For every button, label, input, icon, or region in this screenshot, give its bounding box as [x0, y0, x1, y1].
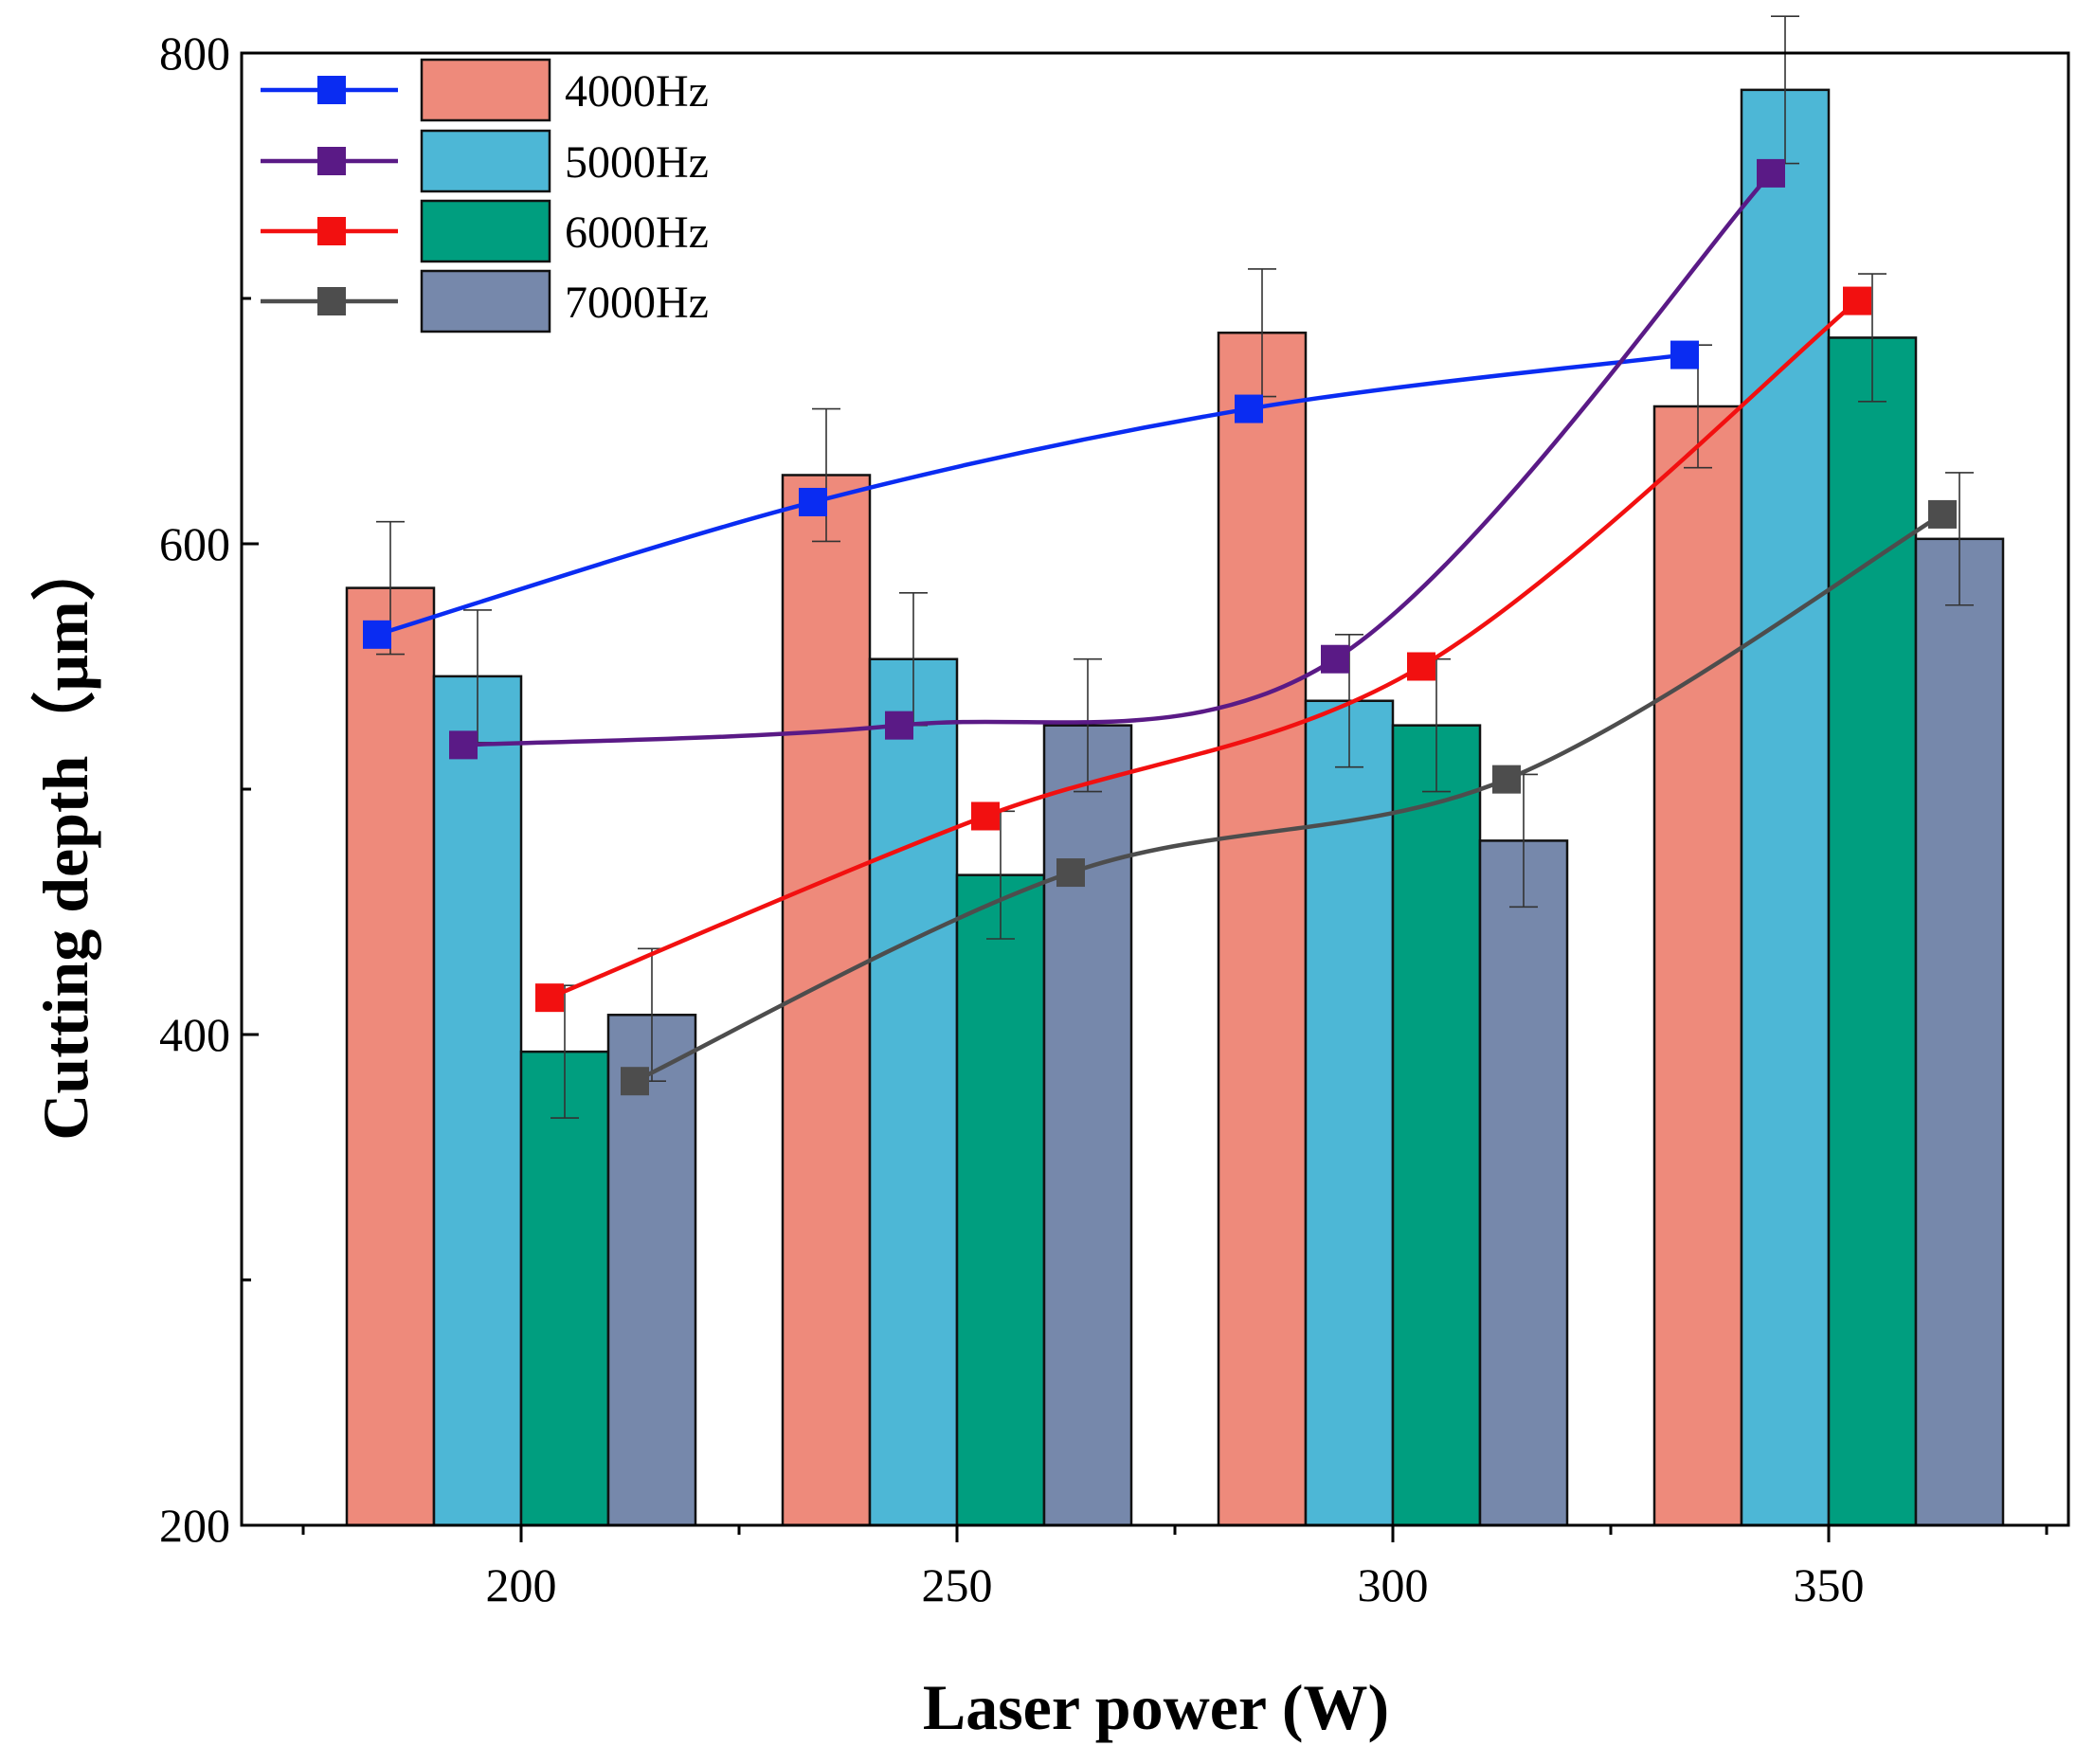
- y-tick-label-800: 800: [159, 27, 230, 80]
- legend-label-7000Hz: 7000Hz: [565, 278, 709, 328]
- bar-5000Hz-350: [1740, 88, 1831, 1527]
- bar-4000Hz-200: [345, 586, 436, 1527]
- bar-6000Hz-300: [1391, 724, 1482, 1527]
- bars-layer: [345, 88, 2005, 1527]
- legend-label-5000Hz: 5000Hz: [565, 137, 709, 188]
- legend-label-4000Hz: 4000Hz: [565, 66, 709, 117]
- legend-label-6000Hz: 6000Hz: [565, 207, 709, 258]
- bar-6000Hz-350: [1827, 336, 1918, 1527]
- line-6000Hz: [549, 298, 1859, 1000]
- y-axis-title: Cutting depth（μm）: [29, 536, 101, 1140]
- marker-5000Hz-300: [1321, 644, 1349, 674]
- marker-6000Hz-300: [1407, 652, 1435, 681]
- x-tick-label-250: 250: [922, 1558, 993, 1611]
- legend: 4000Hz 5000Hz 6000Hz 7000Hz: [261, 58, 709, 333]
- line-7000Hz: [634, 512, 1944, 1084]
- legend-marker-4000Hz: [317, 76, 346, 104]
- legend-marker-7000Hz: [317, 287, 346, 315]
- marker-7000Hz-200: [621, 1067, 649, 1096]
- y-tick-label-200: 200: [159, 1499, 230, 1552]
- legend-swatch-5000Hz: [420, 129, 551, 193]
- x-tick-label-300: 300: [1358, 1558, 1429, 1611]
- marker-4000Hz-250: [799, 487, 827, 516]
- marker-5000Hz-200: [449, 730, 478, 760]
- line-4000Hz: [376, 352, 1686, 637]
- bar-7000Hz-350: [1914, 537, 2005, 1527]
- marker-7000Hz-300: [1492, 765, 1521, 794]
- marker-4000Hz-300: [1235, 394, 1263, 423]
- marker-4000Hz-200: [363, 620, 391, 649]
- marker-6000Hz-250: [971, 801, 1000, 831]
- bar-4000Hz-250: [781, 474, 872, 1527]
- legend-marker-5000Hz: [317, 147, 346, 175]
- marker-5000Hz-250: [885, 711, 913, 740]
- bar-6000Hz-250: [955, 873, 1046, 1527]
- legend-swatch-7000Hz: [420, 269, 551, 333]
- x-tick-label-200: 200: [486, 1558, 557, 1611]
- bar-7000Hz-300: [1478, 839, 1569, 1527]
- marker-7000Hz-350: [1928, 499, 1957, 529]
- x-tick-label-350: 350: [1794, 1558, 1865, 1611]
- bar-5000Hz-250: [868, 657, 959, 1527]
- marker-5000Hz-350: [1757, 158, 1785, 188]
- y-tick-label-400: 400: [159, 1008, 230, 1061]
- line-5000Hz: [462, 171, 1773, 747]
- marker-6000Hz-350: [1843, 286, 1871, 315]
- bar-4000Hz-300: [1217, 332, 1308, 1527]
- lines-layer: [363, 158, 1957, 1096]
- bar-5000Hz-200: [432, 675, 523, 1527]
- axes-layer: 200 400 600 800 200 250 300 350: [159, 27, 2070, 1611]
- bar-7000Hz-250: [1042, 724, 1133, 1527]
- marker-7000Hz-250: [1056, 858, 1085, 888]
- legend-swatch-6000Hz: [420, 199, 551, 263]
- legend-swatch-4000Hz: [420, 58, 551, 122]
- marker-6000Hz-200: [535, 983, 564, 1013]
- x-axis-title: Laser power (W): [923, 1671, 1389, 1743]
- marker-4000Hz-350: [1670, 340, 1699, 369]
- y-tick-label-600: 600: [159, 517, 230, 570]
- bar-4000Hz-350: [1652, 405, 1743, 1527]
- legend-marker-6000Hz: [317, 217, 346, 245]
- bar-6000Hz-200: [519, 1050, 610, 1527]
